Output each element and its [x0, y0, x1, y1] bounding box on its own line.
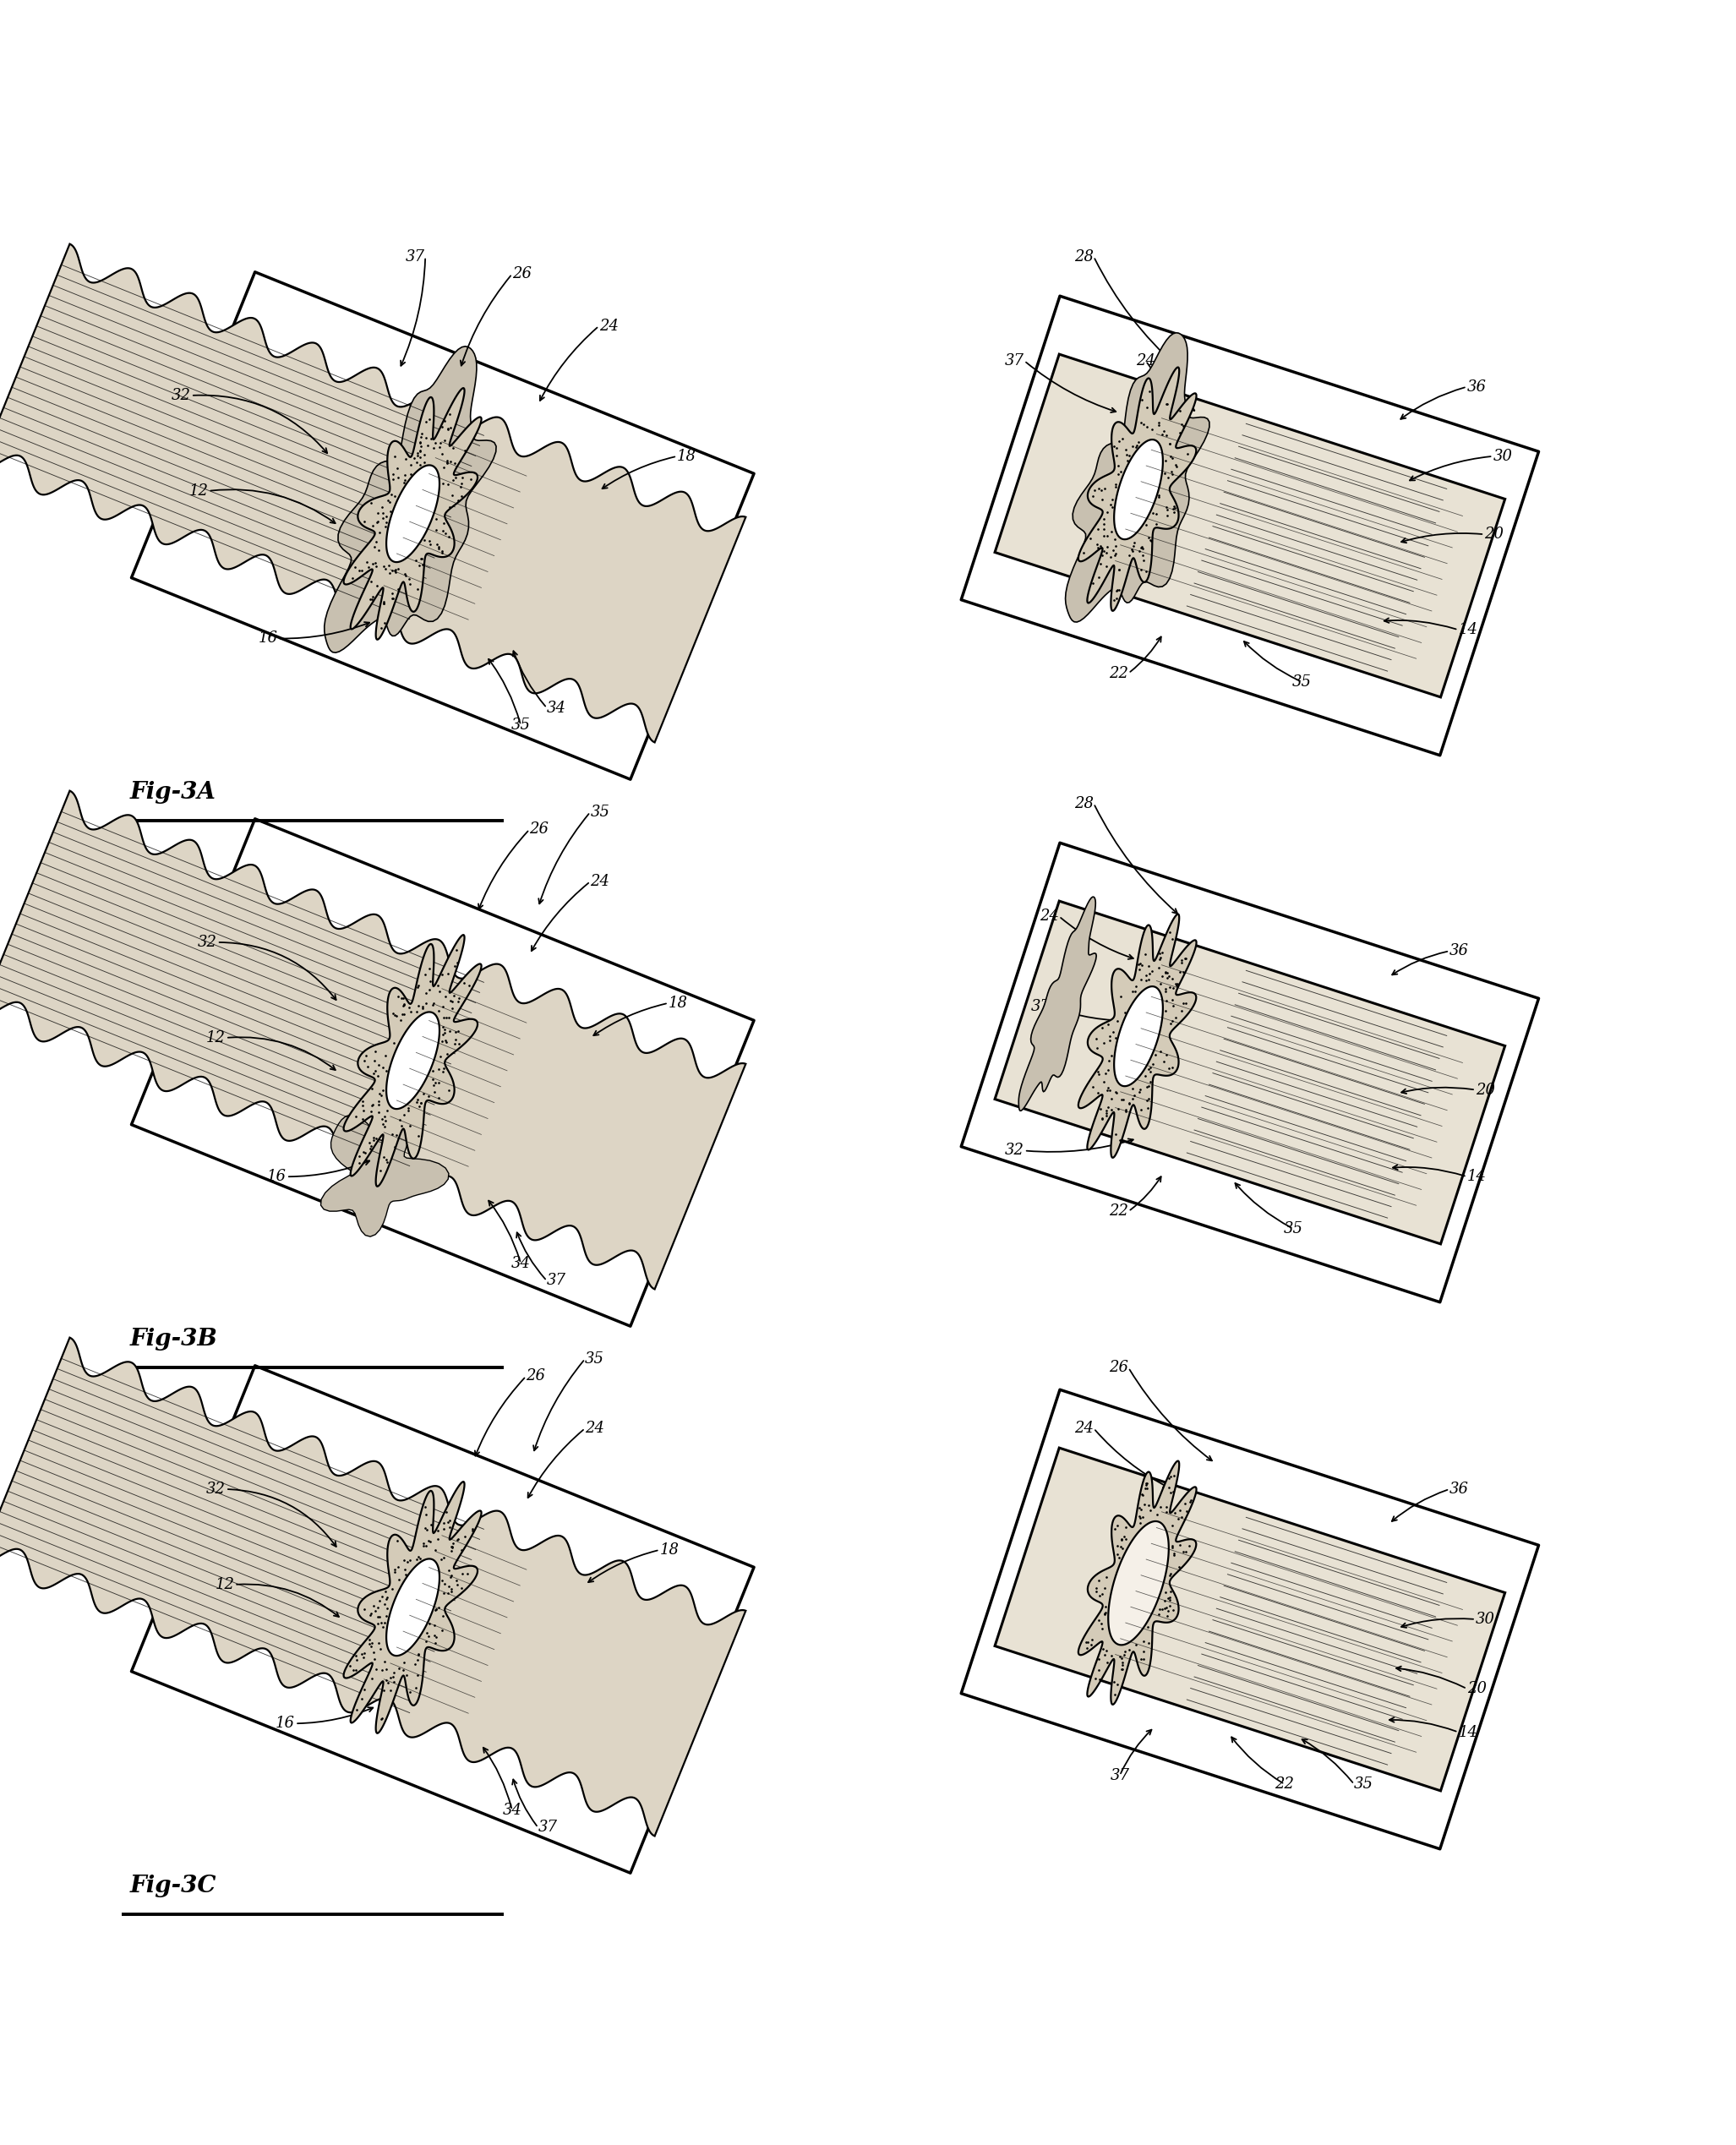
Text: 26: 26: [526, 1369, 545, 1384]
Polygon shape: [325, 345, 496, 652]
Text: 12: 12: [189, 483, 208, 498]
Polygon shape: [995, 1448, 1505, 1791]
Text: 35: 35: [510, 719, 531, 734]
Text: 35: 35: [590, 804, 609, 819]
Text: 32: 32: [172, 388, 191, 403]
Text: 24: 24: [585, 1420, 604, 1435]
Polygon shape: [1078, 914, 1196, 1158]
Text: 28: 28: [1075, 796, 1094, 811]
Polygon shape: [995, 354, 1505, 697]
Polygon shape: [387, 465, 439, 562]
Text: 20: 20: [1467, 1682, 1486, 1697]
Text: 34: 34: [502, 1802, 523, 1817]
Text: 37: 37: [1005, 354, 1024, 369]
Polygon shape: [387, 1559, 439, 1656]
Text: 20: 20: [1484, 528, 1503, 543]
Text: 18: 18: [668, 995, 687, 1010]
Polygon shape: [387, 1012, 439, 1109]
Text: 32: 32: [207, 1482, 226, 1497]
Polygon shape: [1115, 987, 1163, 1085]
Polygon shape: [344, 388, 481, 639]
Polygon shape: [1108, 1521, 1168, 1645]
Text: 16: 16: [259, 631, 278, 646]
Text: Fig-3A: Fig-3A: [130, 781, 217, 804]
Text: Fig-3B: Fig-3B: [130, 1328, 219, 1349]
Text: 34: 34: [547, 701, 566, 716]
Text: 26: 26: [1109, 1360, 1128, 1375]
Text: 24: 24: [590, 873, 609, 890]
Polygon shape: [344, 935, 481, 1186]
Text: 35: 35: [585, 1351, 604, 1366]
Text: Fig-3C: Fig-3C: [130, 1875, 217, 1896]
Polygon shape: [321, 1115, 448, 1238]
Text: 34: 34: [510, 1255, 531, 1272]
Text: 37: 37: [538, 1819, 557, 1836]
Polygon shape: [0, 1338, 746, 1836]
Text: 20: 20: [1476, 1083, 1495, 1098]
Text: 26: 26: [512, 266, 531, 281]
Text: 22: 22: [1274, 1776, 1295, 1791]
Polygon shape: [1078, 367, 1196, 611]
Polygon shape: [1078, 1461, 1196, 1705]
Polygon shape: [1019, 897, 1097, 1111]
Text: 18: 18: [660, 1542, 679, 1557]
Text: 37: 37: [406, 249, 425, 264]
Text: 35: 35: [1283, 1221, 1304, 1236]
Text: 14: 14: [1467, 1169, 1486, 1184]
Polygon shape: [0, 792, 746, 1289]
Text: 30: 30: [1476, 1611, 1495, 1626]
Text: 36: 36: [1467, 380, 1486, 395]
Text: 22: 22: [1109, 1203, 1128, 1218]
Text: 32: 32: [1005, 1143, 1024, 1158]
Text: 16: 16: [276, 1716, 295, 1731]
Text: 14: 14: [1458, 1725, 1477, 1740]
Text: 24: 24: [1075, 1420, 1094, 1435]
Text: 37: 37: [1109, 1767, 1130, 1782]
Text: 24: 24: [599, 317, 618, 335]
Text: 24: 24: [1135, 354, 1156, 369]
Text: 35: 35: [1292, 674, 1312, 689]
Text: 18: 18: [677, 448, 696, 463]
Text: 22: 22: [1109, 665, 1128, 680]
Text: 37: 37: [547, 1274, 566, 1289]
Polygon shape: [0, 245, 746, 742]
Text: 30: 30: [1493, 448, 1512, 463]
Polygon shape: [1115, 440, 1163, 538]
Text: 35: 35: [1354, 1776, 1373, 1791]
Polygon shape: [995, 901, 1505, 1244]
Text: 12: 12: [207, 1030, 226, 1045]
Polygon shape: [1066, 332, 1210, 622]
Text: 14: 14: [1458, 622, 1477, 637]
Polygon shape: [344, 1482, 481, 1733]
Text: 36: 36: [1450, 944, 1469, 959]
Text: 16: 16: [267, 1169, 286, 1184]
Text: 12: 12: [215, 1577, 234, 1592]
Text: 26: 26: [529, 822, 549, 837]
Text: 24: 24: [1040, 909, 1059, 924]
Text: 36: 36: [1450, 1482, 1469, 1497]
Text: 37: 37: [1031, 1000, 1050, 1015]
Text: 32: 32: [198, 935, 217, 950]
Text: 28: 28: [1075, 249, 1094, 264]
